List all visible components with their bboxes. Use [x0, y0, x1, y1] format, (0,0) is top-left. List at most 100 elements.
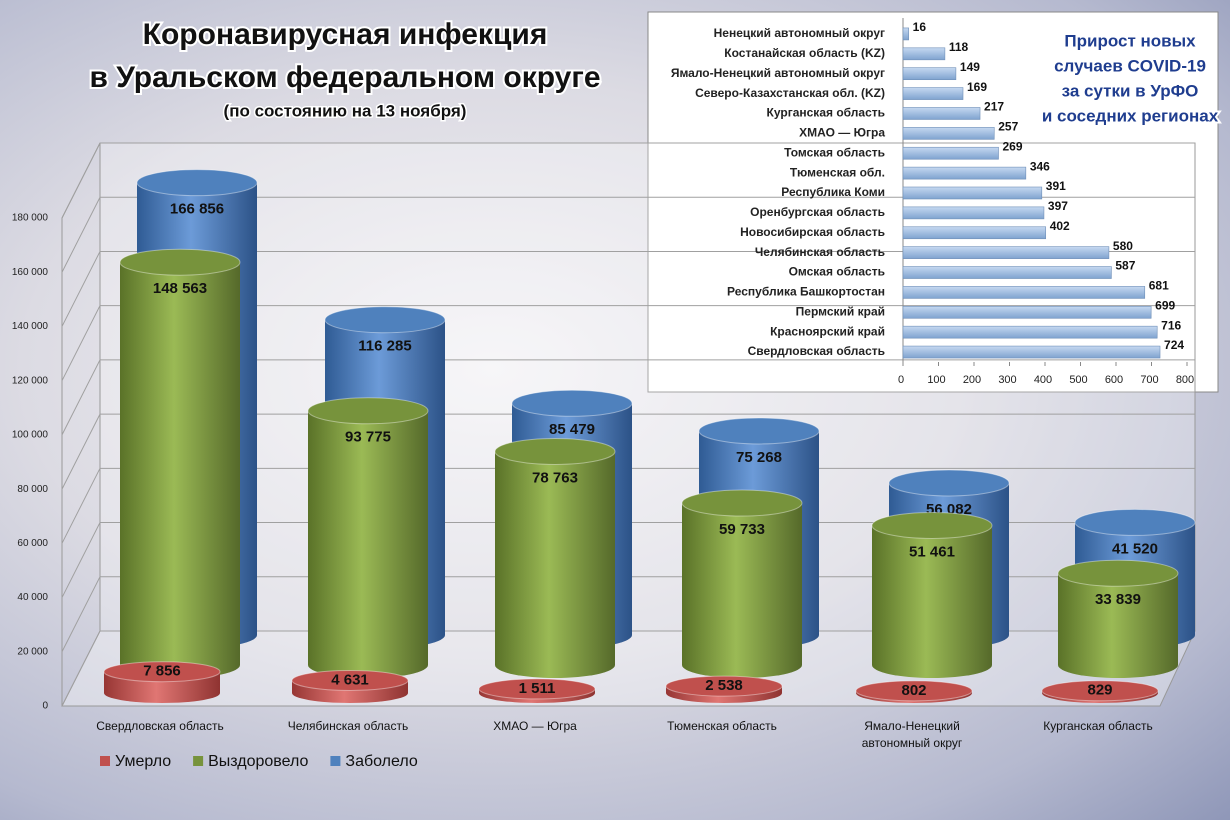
data-label: 346: [1030, 159, 1050, 173]
x-tick-label: 200: [963, 374, 981, 386]
data-label: 118: [949, 40, 969, 54]
cylinder: [478, 678, 596, 703]
cylinder: [103, 661, 221, 703]
bar: [902, 107, 981, 120]
cylinder-top: [291, 669, 409, 691]
data-label: 829: [1087, 682, 1112, 699]
y-tick-label: 40 000: [17, 592, 48, 603]
grid-line: [61, 250, 1195, 327]
cylinder-body: [120, 262, 240, 665]
cylinder: [681, 489, 803, 678]
data-label: 217: [984, 100, 1004, 114]
data-label: 51 461: [909, 543, 955, 560]
x-tick-label: Курганская область: [1043, 719, 1153, 733]
data-label: 7 856: [143, 663, 181, 680]
x-tick-label: 100: [927, 374, 945, 386]
bar: [902, 345, 1161, 359]
data-label: 1 511: [519, 680, 556, 697]
cylinder-body: [308, 410, 428, 665]
data-label: 148 563: [153, 280, 207, 297]
grid-line: [61, 196, 1195, 273]
data-label: 4 631: [331, 671, 369, 688]
data-label: 41 520: [1112, 540, 1158, 557]
data-label: 169: [967, 80, 987, 94]
cylinder: [1041, 680, 1159, 703]
data-label: 716: [1161, 318, 1181, 332]
y-tick-label: Ямало-Ненецкий автономный округ: [671, 66, 885, 80]
y-tick-label: Тюменская обл.: [790, 165, 885, 179]
x-tick-label: ХМАО — Югра: [493, 719, 577, 733]
legend-label: Выздоровело: [208, 753, 308, 770]
x-tick-label: 700: [1140, 374, 1158, 386]
x-tick-label: Челябинская область: [287, 719, 409, 733]
bar: [902, 246, 1110, 259]
grid-line: [61, 359, 1195, 436]
data-label: 402: [1050, 219, 1070, 233]
data-label: 2 538: [705, 677, 743, 694]
data-label: 166 856: [170, 201, 224, 218]
y-tick-label: Костанайская область (KZ): [724, 46, 885, 60]
bar: [902, 47, 946, 61]
cylinder-top: [681, 489, 803, 517]
data-label: 397: [1048, 199, 1068, 213]
cylinder: [1057, 559, 1179, 678]
legend-swatch: [330, 756, 341, 766]
y-tick-label: Курганская область: [767, 106, 885, 120]
data-label: 78 763: [532, 469, 578, 486]
cylinder: [307, 397, 429, 678]
cylinder-top: [698, 417, 820, 445]
y-tick-label: Ненецкий автономный округ: [714, 26, 885, 40]
cylinder-top: [1057, 559, 1179, 587]
grid-line: [61, 142, 1195, 219]
data-label: 802: [901, 682, 926, 699]
bar: [902, 67, 957, 81]
y-tick-label: Свердловская область: [748, 344, 885, 358]
bar: [902, 186, 1043, 200]
y-tick-label: Северо-Казахстанская обл. (KZ): [695, 86, 885, 100]
cylinder-top: [136, 169, 258, 197]
legend-label: Заболело: [345, 753, 417, 770]
grid-line: [61, 522, 1195, 598]
y-tick-label: Оренбургская область: [750, 205, 885, 219]
cylinder: [291, 669, 409, 703]
y-tick-label: Омская область: [789, 265, 885, 279]
chart-subtitle: (по состоянию на 13 ноября): [224, 101, 467, 120]
data-label: 16: [913, 20, 927, 34]
cylinder: [871, 511, 993, 678]
bar: [902, 27, 909, 41]
bar: [902, 226, 1047, 240]
cylinder-top: [494, 437, 616, 465]
y-tick-label: 140 000: [12, 321, 49, 332]
y-tick-label: 80 000: [17, 484, 48, 495]
cylinder-top: [307, 397, 429, 425]
bar: [902, 166, 1027, 180]
bar: [902, 87, 964, 100]
bar: [902, 325, 1158, 339]
cylinder-top: [871, 511, 993, 539]
bar: [902, 206, 1045, 220]
data-label: 33 839: [1095, 591, 1141, 608]
y-tick-label: Новосибирская область: [740, 225, 885, 239]
inset-title: Прирост новых: [1064, 31, 1196, 50]
bar: [902, 146, 999, 160]
cylinder-top: [1041, 680, 1159, 702]
data-label: 149: [960, 60, 980, 74]
cylinder-top: [478, 678, 596, 700]
y-tick-label: 60 000: [17, 538, 48, 549]
data-label: 116 285: [358, 338, 411, 355]
data-label: 681: [1149, 279, 1169, 293]
data-label: 85 479: [549, 421, 595, 438]
y-tick-label: Челябинская область: [755, 245, 885, 259]
inset-title: случаев COVID-19: [1054, 56, 1206, 75]
cylinder-top: [119, 248, 241, 276]
cylinder: [665, 675, 783, 703]
cylinder-body: [1058, 573, 1178, 665]
data-label: 699: [1155, 298, 1175, 312]
x-tick-label: Ямало-Ненецкий автономный округ: [861, 719, 963, 750]
x-tick-label: 0: [898, 374, 904, 386]
data-label: 93 775: [345, 429, 391, 446]
data-label: 587: [1115, 259, 1135, 273]
data-label: 59 733: [719, 521, 765, 538]
inset-title: и соседних регионах: [1042, 106, 1219, 125]
